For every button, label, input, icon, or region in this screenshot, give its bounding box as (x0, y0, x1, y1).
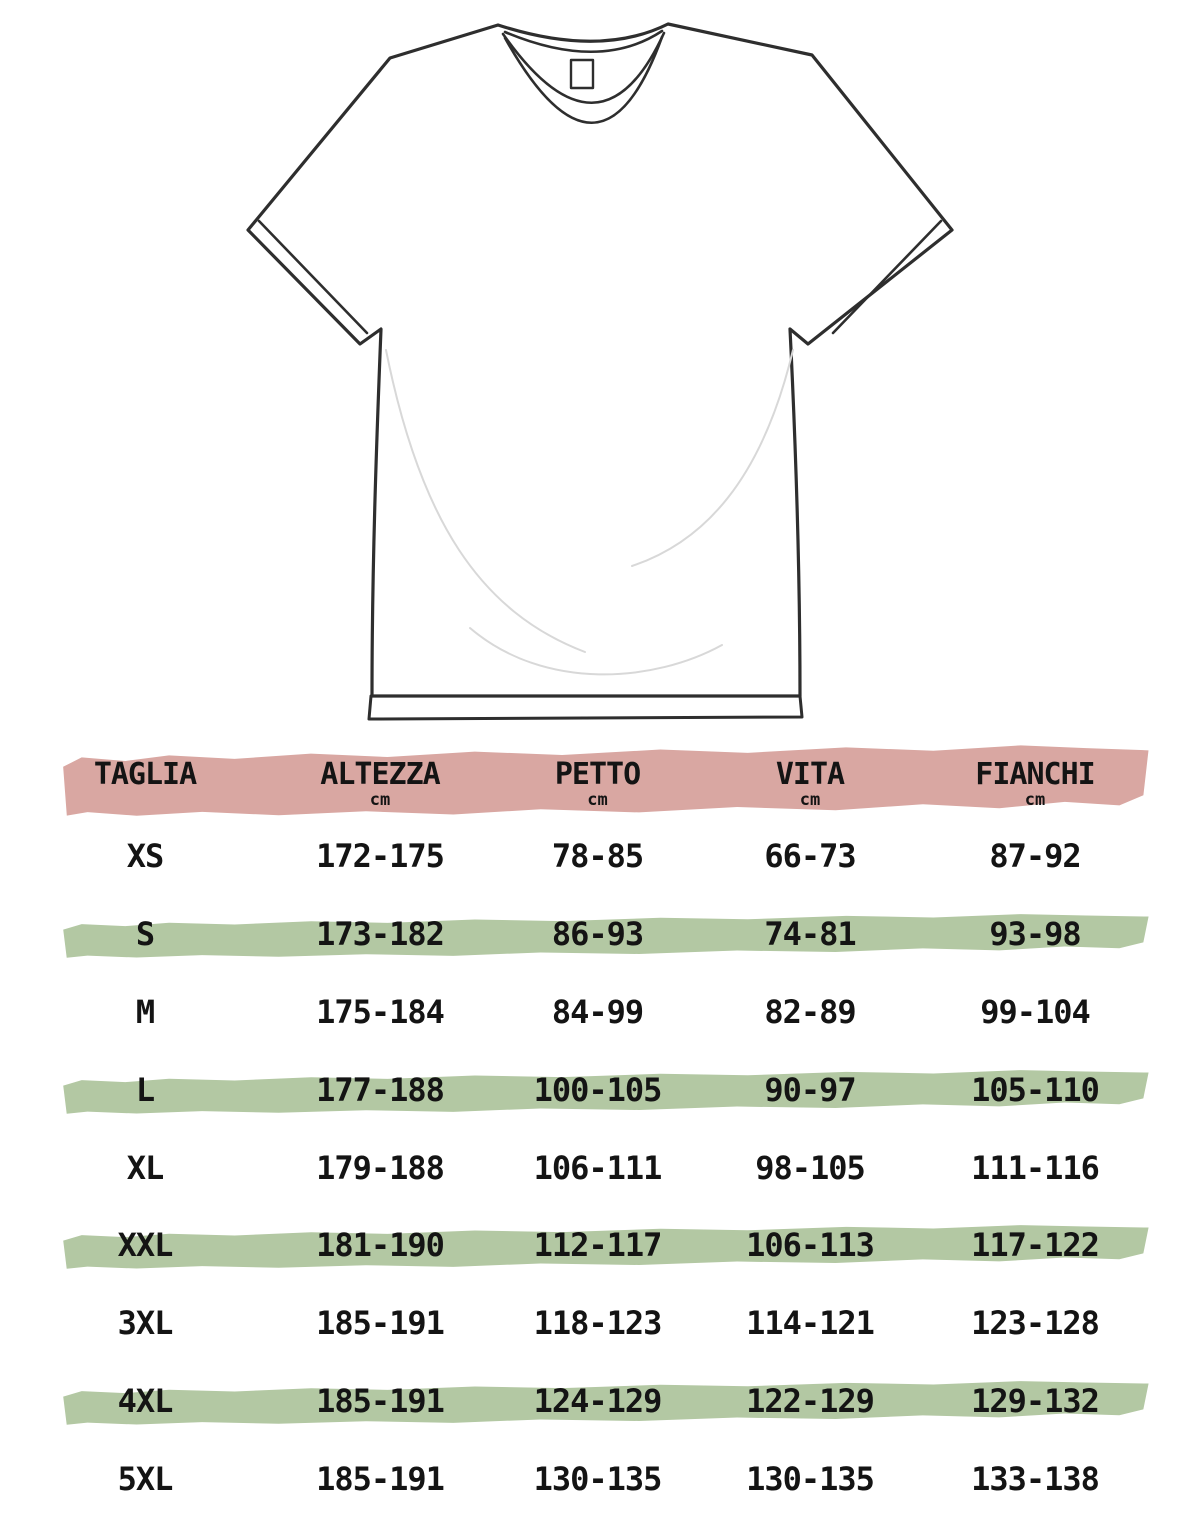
cell-fianchi-M: 99-104 (980, 992, 1091, 1031)
cell-vita-3XL: 114-121 (746, 1304, 875, 1343)
header-col-petto: PETTO cm (530, 752, 665, 816)
tshirt-left-cuff-line (257, 219, 369, 335)
cell-vita-XL: 98-105 (755, 1148, 866, 1187)
header-label: TAGLIA (93, 757, 197, 792)
cell-size-M: M (135, 992, 155, 1031)
cell-vita-5XL: 130-135 (746, 1460, 875, 1498)
header-label: PETTO (554, 757, 641, 792)
cell-fianchi-L: 105-110 (971, 1070, 1100, 1109)
cell-size-L: L (135, 1070, 155, 1109)
cell-fianchi-XS: 87-92 (989, 837, 1081, 875)
cell-size-3XL: 3XL (117, 1304, 174, 1343)
table-row-XXL: XXL 181-190 112-117 106-113 117-122 (60, 1206, 1115, 1284)
cell-petto-L: 100-105 (533, 1070, 663, 1109)
cell-size-XS: XS (126, 837, 165, 875)
cell-vita-XS: 66-73 (764, 837, 856, 875)
cell-fianchi-XL: 111-116 (971, 1148, 1100, 1187)
cell-size-XXL: XXL (117, 1226, 174, 1265)
cell-altezza-5XL: 185-191 (316, 1460, 445, 1498)
cell-vita-L: 90-97 (764, 1070, 856, 1109)
cell-petto-XL: 106-111 (533, 1148, 663, 1187)
tshirt-right-cuff-line (831, 219, 943, 335)
cell-altezza-M: 175-184 (316, 992, 445, 1031)
cell-altezza-S: 173-182 (316, 914, 445, 953)
header-col-fianchi: FIANCHI cm (955, 752, 1115, 816)
table-row-XS: XS 172-175 78-85 66-73 87-92 (60, 817, 1115, 895)
table-row-XL: XL 179-188 106-111 98-105 111-116 (60, 1129, 1115, 1207)
header-label: FIANCHI (975, 757, 1095, 792)
cell-petto-5XL: 130-135 (533, 1460, 663, 1498)
tshirt-collar (501, 29, 666, 125)
cell-fianchi-XXL: 117-122 (971, 1226, 1100, 1265)
table-row-S: S 173-182 86-93 74-81 93-98 (60, 895, 1115, 973)
cell-altezza-L: 177-188 (316, 1070, 445, 1109)
header-col-taglia: TAGLIA (60, 752, 230, 816)
header-unit: cm (1024, 790, 1046, 810)
cell-size-S: S (135, 914, 155, 953)
table-row-M: M 175-184 84-99 82-89 99-104 (60, 973, 1115, 1051)
cell-petto-4XL: 124-129 (533, 1382, 663, 1421)
header-unit: cm (587, 790, 608, 810)
table-row-L: L 177-188 100-105 90-97 105-110 (60, 1051, 1115, 1129)
cell-altezza-4XL: 185-191 (316, 1382, 445, 1421)
cell-fianchi-3XL: 123-128 (971, 1304, 1100, 1343)
tshirt-hem-band (367, 694, 804, 721)
cell-altezza-3XL: 185-191 (316, 1304, 445, 1343)
cell-altezza-XL: 179-188 (316, 1148, 445, 1187)
cell-vita-4XL: 122-129 (746, 1382, 875, 1421)
tshirt-illustration (0, 0, 1200, 745)
cell-vita-M: 82-89 (764, 992, 856, 1031)
header-unit: cm (799, 790, 821, 810)
cell-size-4XL: 4XL (117, 1382, 174, 1421)
header-label: ALTEZZA (320, 757, 440, 792)
cell-petto-XXL: 112-117 (533, 1226, 663, 1265)
cell-petto-3XL: 118-123 (533, 1304, 663, 1343)
cell-altezza-XXL: 181-190 (316, 1226, 445, 1265)
cell-size-XL: XL (126, 1148, 165, 1187)
tshirt-body-outline (246, 22, 954, 698)
cell-size-5XL: 5XL (117, 1460, 174, 1498)
header-col-altezza: ALTEZZA cm (230, 752, 530, 816)
table-row-4XL: 4XL 185-191 124-129 122-129 129-132 (60, 1362, 1115, 1440)
cell-fianchi-4XL: 129-132 (971, 1382, 1100, 1421)
cell-petto-S: 86-93 (551, 914, 644, 953)
cell-fianchi-S: 93-98 (989, 914, 1081, 953)
cell-altezza-XS: 172-175 (316, 837, 445, 875)
tshirt-crease-lines (385, 349, 794, 676)
table-header-row: TAGLIA ALTEZZA cm PETTO cm VITA cm FIANC… (60, 752, 1115, 816)
cell-petto-M: 84-99 (551, 992, 644, 1031)
cell-fianchi-5XL: 133-138 (971, 1460, 1100, 1498)
cell-petto-XS: 78-85 (551, 837, 644, 875)
tshirt-neck-label (569, 58, 595, 90)
header-label: VITA (775, 757, 845, 792)
table-row-3XL: 3XL 185-191 118-123 114-121 123-128 (60, 1284, 1115, 1362)
header-unit: cm (369, 790, 391, 810)
tshirt-sketch-svg (246, 22, 954, 721)
cell-vita-XXL: 106-113 (746, 1226, 875, 1265)
header-col-vita: VITA cm (665, 752, 955, 816)
cell-vita-S: 74-81 (764, 914, 856, 953)
table-row-5XL: 5XL 185-191 130-135 130-135 133-138 (60, 1440, 1115, 1518)
